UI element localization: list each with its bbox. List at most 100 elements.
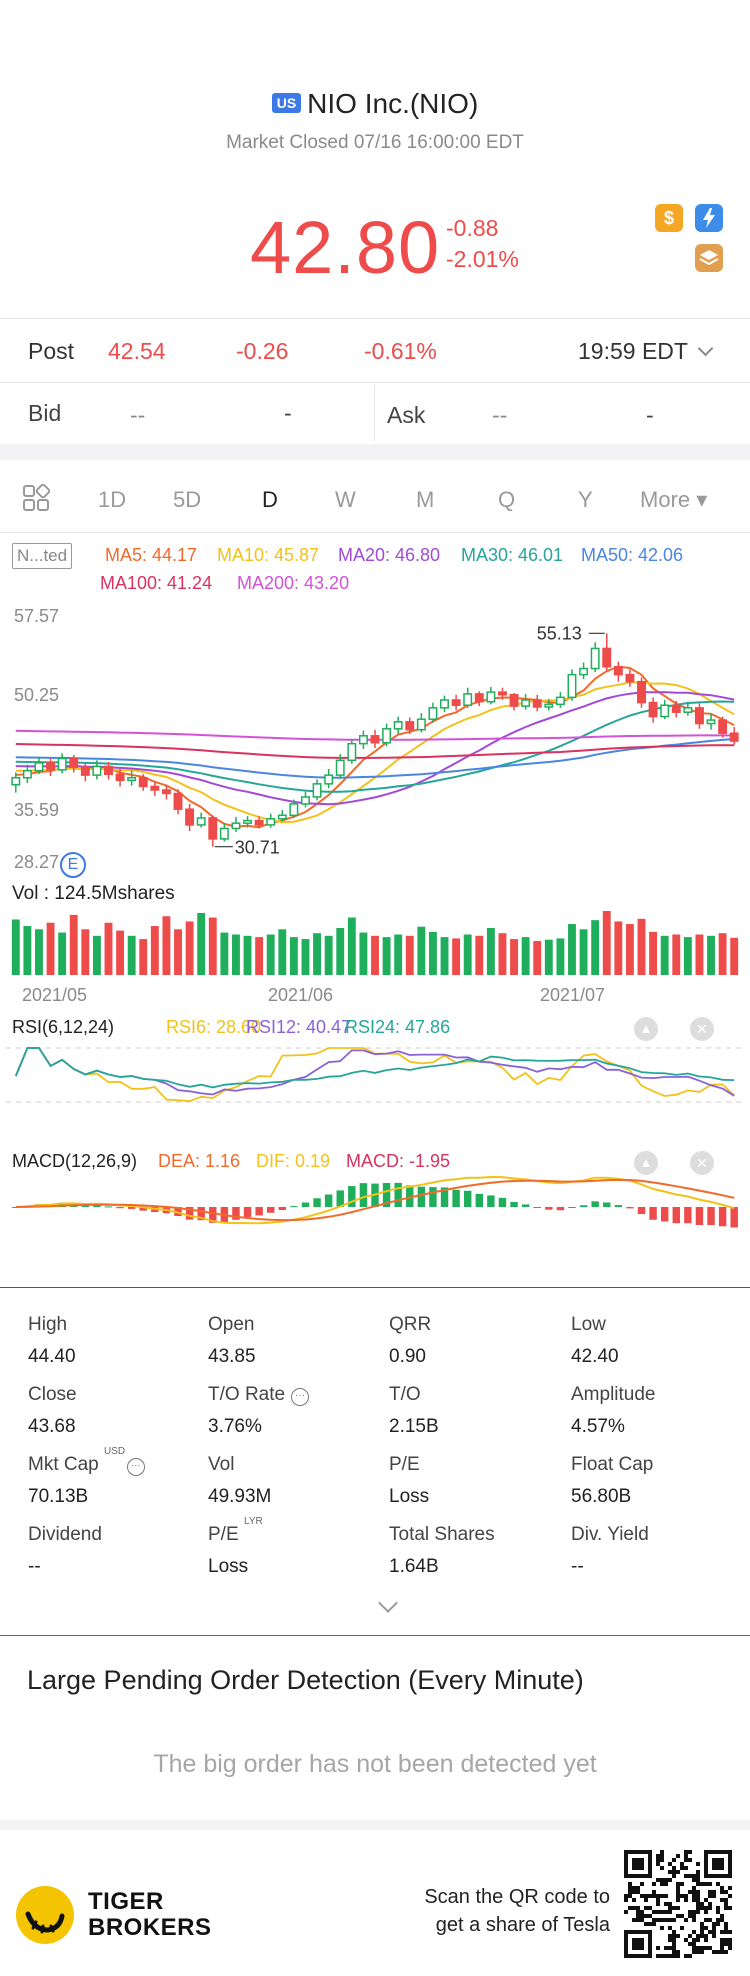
volume-bar xyxy=(208,917,217,975)
qr-code-icon[interactable] xyxy=(624,1850,732,1958)
candle xyxy=(254,816,264,829)
ma-legend-item: MA5: 44.17 xyxy=(105,545,198,565)
tab-5d[interactable]: 5D xyxy=(173,487,202,512)
candle xyxy=(358,730,368,749)
stat-value: -- xyxy=(571,1556,584,1577)
post-change: -0.26 xyxy=(236,338,289,364)
macd-bar xyxy=(417,1186,426,1207)
layers-icon[interactable] xyxy=(695,244,723,272)
stat-value: 4.57% xyxy=(571,1416,625,1437)
lightning-icon[interactable] xyxy=(695,204,723,232)
stat-value: 43.68 xyxy=(28,1416,76,1437)
rsi-line xyxy=(14,1047,735,1103)
macd-bar xyxy=(359,1183,368,1207)
volume-bar xyxy=(347,917,356,975)
candle xyxy=(34,756,44,775)
candle xyxy=(138,774,148,791)
low-price-label: 30.71 xyxy=(235,838,280,858)
candle xyxy=(231,817,241,832)
macd-bar xyxy=(452,1189,460,1207)
date-tick: 2021/05 xyxy=(22,985,88,1005)
layout-grid-icon[interactable] xyxy=(22,483,51,517)
pending-order-empty: The big order has not been detected yet xyxy=(153,1750,597,1778)
candle xyxy=(498,687,507,700)
expand-chevron-icon[interactable] xyxy=(378,1593,398,1613)
volume-bar xyxy=(405,935,414,975)
candle xyxy=(104,762,113,780)
candle xyxy=(266,813,276,828)
macd-bar xyxy=(498,1197,507,1207)
adjust-selector[interactable]: N...ted xyxy=(12,543,73,569)
stat-label: High xyxy=(28,1314,68,1335)
volume-bar xyxy=(510,939,518,975)
macd-bar xyxy=(463,1190,472,1207)
post-time: 19:59 EDT xyxy=(578,338,688,364)
close-icon[interactable]: ✕ xyxy=(690,1017,714,1041)
candle xyxy=(208,815,218,847)
pin-icon[interactable]: ▲ xyxy=(634,1151,658,1175)
post-label: Post xyxy=(28,338,75,364)
tab-more[interactable]: More ▾ xyxy=(640,487,708,512)
tab-q[interactable]: Q xyxy=(498,487,516,512)
post-time-selector[interactable]: 19:59 EDT xyxy=(578,338,714,365)
tab-m[interactable]: M xyxy=(416,487,435,512)
volume-bar xyxy=(428,931,437,975)
macd-bar xyxy=(185,1207,194,1220)
macd-bar xyxy=(614,1205,623,1207)
bidask-divider xyxy=(374,385,375,441)
brand-line-2: BROKERS xyxy=(88,1914,212,1941)
volume-bar xyxy=(220,932,229,975)
macd-bar xyxy=(487,1195,495,1207)
volume-bar xyxy=(625,924,634,975)
date-tick: 2021/07 xyxy=(540,985,606,1005)
volume-bar xyxy=(707,935,715,975)
stat-superscript: LYR xyxy=(244,1516,263,1527)
candle xyxy=(405,717,415,735)
macd-value: DEA: 1.16 xyxy=(158,1151,241,1171)
price-tick: 35.59 xyxy=(14,800,60,820)
stat-label: Amplitude xyxy=(571,1384,656,1405)
price-chart[interactable]: 55.13 30.71 xyxy=(0,600,750,880)
info-icon[interactable]: ··· xyxy=(291,1388,310,1406)
info-icon[interactable]: ··· xyxy=(126,1458,145,1476)
candle xyxy=(579,662,589,680)
candle xyxy=(486,686,496,705)
candle xyxy=(57,753,67,774)
volume-bar xyxy=(46,922,55,975)
stat-value: 44.40 xyxy=(28,1346,76,1367)
candle xyxy=(22,764,32,783)
tab-w[interactable]: W xyxy=(335,487,356,512)
earnings-event-icon[interactable]: E xyxy=(60,852,86,878)
bid-size: - xyxy=(284,400,292,426)
macd-bar xyxy=(660,1207,669,1222)
candle xyxy=(463,687,473,708)
macd-bar xyxy=(672,1207,680,1224)
candle xyxy=(243,816,252,828)
date-tick: 2021/06 xyxy=(268,985,334,1005)
tab-1d[interactable]: 1D xyxy=(98,487,127,512)
close-icon[interactable]: ✕ xyxy=(690,1151,714,1175)
candle xyxy=(440,695,449,713)
ask-size: - xyxy=(646,402,654,428)
macd-line xyxy=(15,1178,735,1222)
price-change-percent: -2.01% xyxy=(446,246,519,272)
macd-bar xyxy=(545,1207,553,1210)
volume-bar xyxy=(452,938,461,975)
candle xyxy=(613,661,623,682)
volume-bar xyxy=(139,939,148,975)
tab-d[interactable]: D xyxy=(262,487,278,512)
macd-bar xyxy=(127,1207,136,1209)
macd-bar xyxy=(382,1182,391,1207)
tab-y[interactable]: Y xyxy=(578,487,593,512)
dollar-icon[interactable]: $ xyxy=(655,204,683,232)
stat-label: P/E LYR xyxy=(208,1516,263,1545)
volume-bar xyxy=(660,935,669,975)
scan-text-2: get a share of Tesla xyxy=(435,1914,610,1936)
volume-bar xyxy=(440,937,449,975)
pin-icon[interactable]: ▲ xyxy=(634,1017,658,1041)
stat-value: 3.76% xyxy=(208,1416,262,1437)
macd-bar xyxy=(313,1198,321,1207)
volume-bar xyxy=(382,937,391,975)
macd-bar xyxy=(301,1202,310,1207)
ask-price: -- xyxy=(492,402,508,428)
